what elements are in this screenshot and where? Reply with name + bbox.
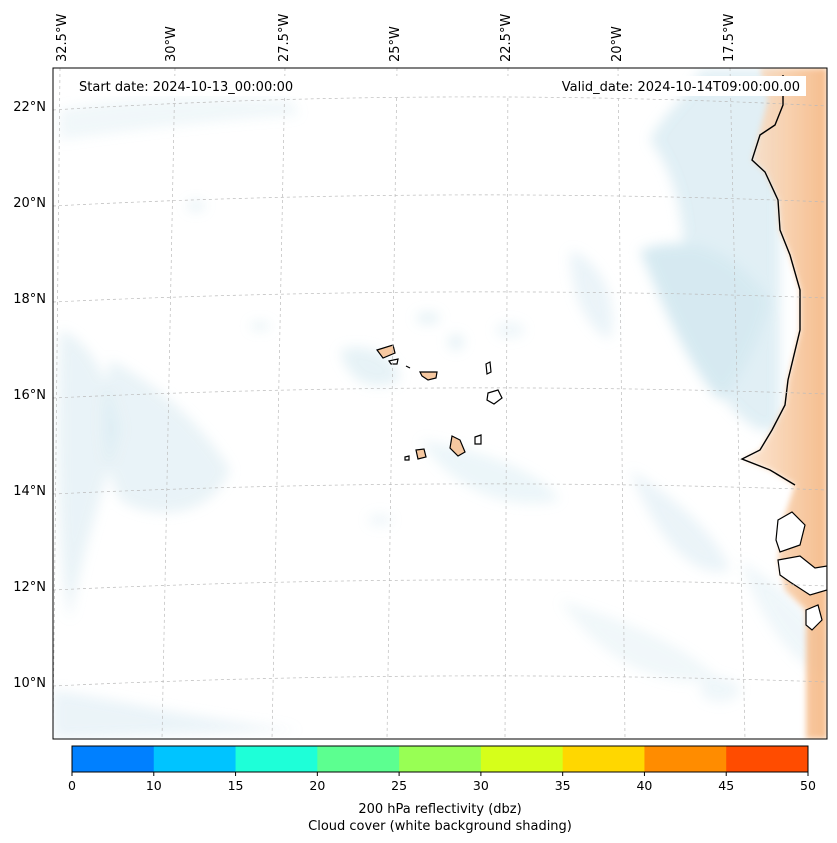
island-santo-antao [376,344,396,359]
lat-label-10n: 10°N [13,676,46,691]
lat-label-14n: 14°N [13,484,46,499]
date-banner: Start date: 2024-10-13_00:00:00 Valid_da… [68,76,806,96]
island-boa-vista [486,389,503,405]
lon-label-22-5w: 22.5°W [499,14,514,62]
island-sao-vicente [388,358,399,365]
colorbar-swatch [562,746,645,772]
colorbar-swatch [72,746,155,772]
lon-label-30w: 30°W [164,26,179,62]
colorbar-tick-label: 20 [309,778,325,793]
island-fogo [415,448,427,460]
island-santa-luzia [405,365,411,369]
lat-label-20n: 20°N [13,196,46,211]
bijagos-islands [805,604,823,631]
cloud-cover-layer [53,70,827,739]
lon-label-25w: 25°W [388,26,403,62]
colorbar-tick-label: 35 [555,778,571,793]
colorbar-tick-label: 50 [800,778,816,793]
colorbar-swatch [317,746,400,772]
island-sal [485,361,492,375]
valid-date-label: Valid_date: 2024-10-14T09:00:00.00 [562,80,800,95]
lat-label-16n: 16°N [13,388,46,403]
lon-label-27-5w: 27.5°W [277,14,292,62]
lat-label-12n: 12°N [13,580,46,595]
colorbar-tick-label: 0 [68,778,76,793]
colorbar-swatches [72,746,809,772]
colorbar-tick-label: 15 [228,778,244,793]
colorbar-ticks: 0 10 15 20 25 30 35 40 45 50 [68,772,816,793]
island-sao-nicolau [419,371,438,381]
colorbar-swatch [235,746,318,772]
colorbar-tick-label: 40 [636,778,652,793]
colorbar-label-line2: Cloud cover (white background shading) [308,819,572,834]
senegal-gambia-coast [775,511,806,553]
colorbar-tick-label: 45 [718,778,734,793]
colorbar: 0 10 15 20 25 30 35 40 45 50 200 hPa reflectivity… [68,745,816,834]
colorbar-swatch [644,746,727,772]
island-brava [404,455,410,461]
latitude-labels: 22°N 20°N 18°N 16°N 14°N 12°N 10°N [13,100,46,691]
colorbar-border [71,745,809,773]
lon-label-20w: 20°W [610,26,625,62]
lon-label-17-5w: 17.5°W [722,14,737,62]
map-area: Start date: 2024-10-13_00:00:00 Valid_da… [53,68,827,739]
map-frame [52,67,828,740]
colorbar-tick-label: 25 [391,778,407,793]
graticule [53,68,827,739]
longitude-labels: 32.5°W 30°W 27.5°W 25°W 22.5°W 20°W 17.5… [55,14,737,62]
africa-coastline [740,75,801,486]
colorbar-label-line1: 200 hPa reflectivity (dbz) [358,802,521,817]
lat-label-18n: 18°N [13,292,46,307]
colorbar-tick-label: 30 [473,778,489,793]
colorbar-swatch [153,746,237,772]
island-maio [474,434,482,445]
start-date-label: Start date: 2024-10-13_00:00:00 [79,80,293,95]
lat-label-22n: 22°N [13,100,46,115]
africa-landmass [740,68,827,739]
island-santiago [449,435,466,457]
lon-label-32-5w: 32.5°W [55,14,70,62]
colorbar-swatch [726,746,809,772]
colorbar-tick-label: 10 [146,778,162,793]
colorbar-swatch [399,746,482,772]
cape-verde-islands [376,344,503,461]
guinea-bissau-coast [777,555,827,596]
colorbar-swatch [480,746,564,772]
